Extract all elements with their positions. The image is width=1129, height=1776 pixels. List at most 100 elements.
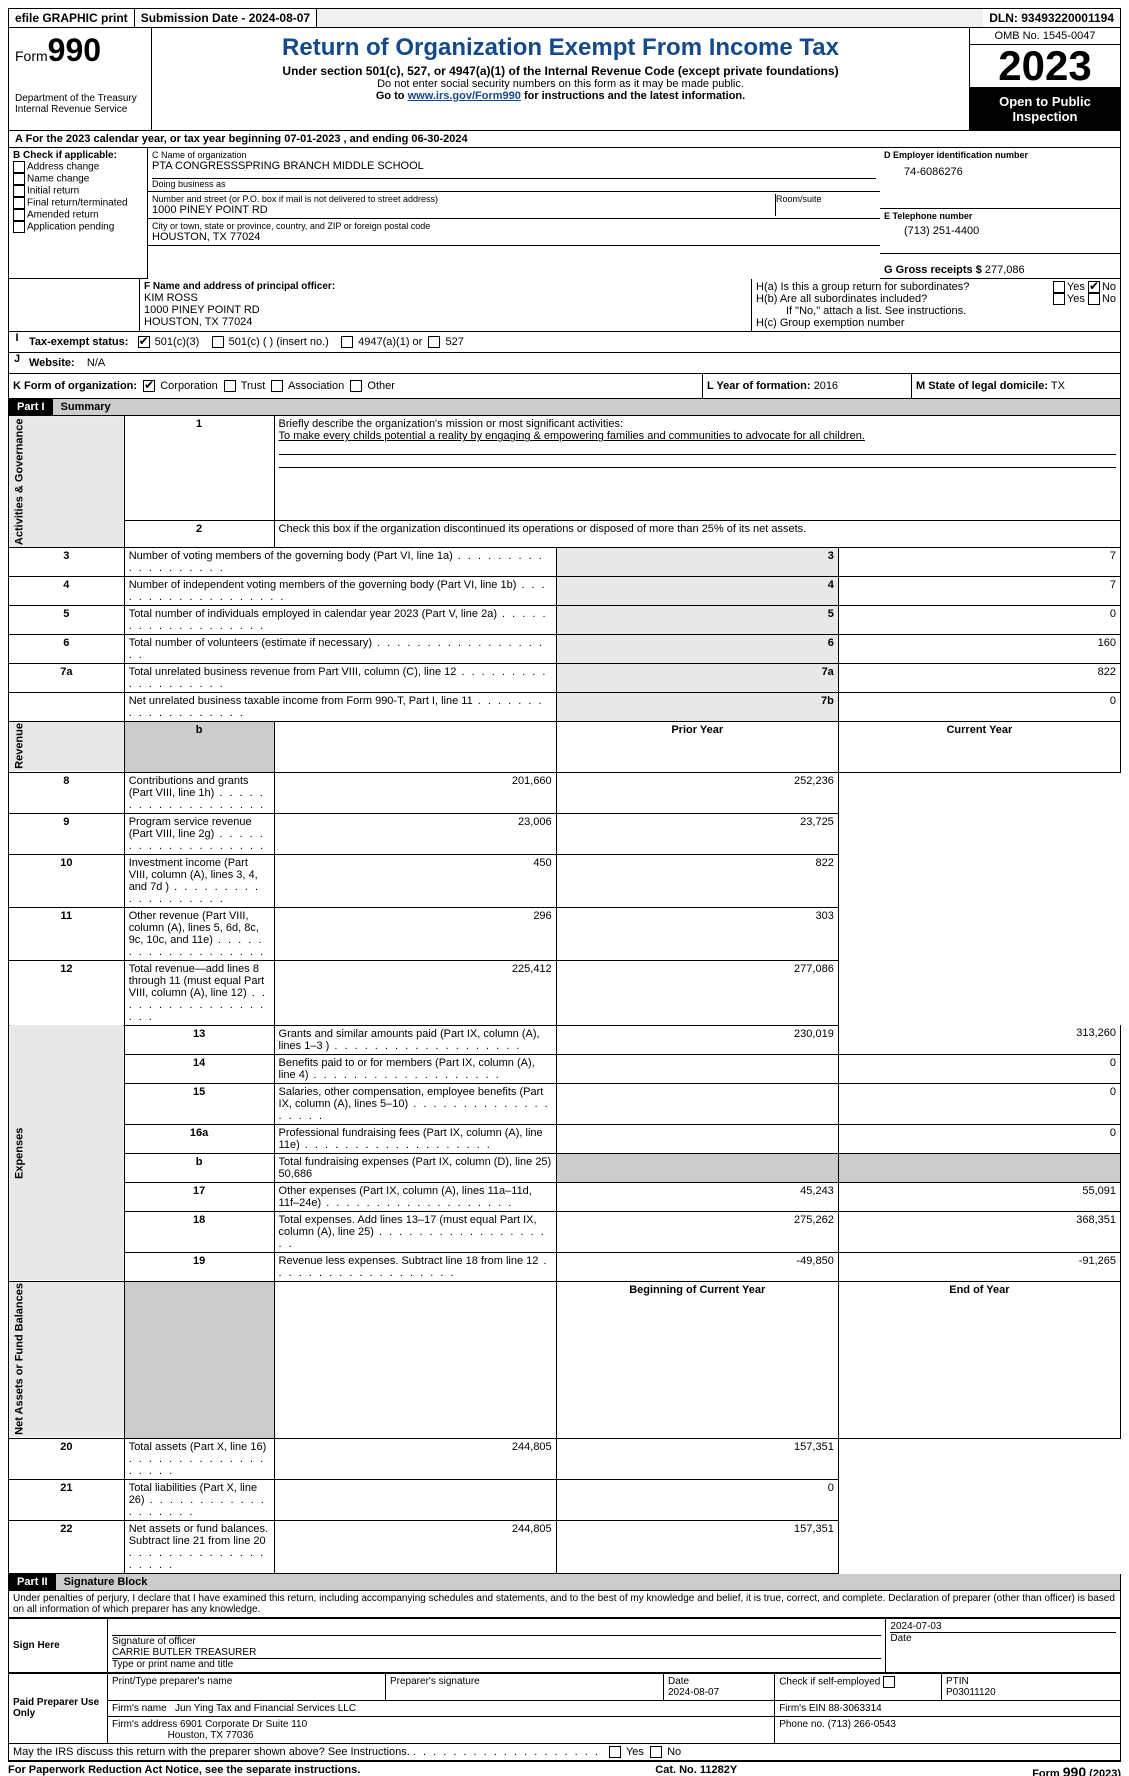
city-lbl: City or town, state or province, country… [152,221,876,231]
fnv: Jun Ying Tax and Financial Services LLC [175,1703,356,1714]
ln: b [124,721,274,772]
plbl: PTIN [946,1676,969,1687]
period-a: A For the 2023 calendar year, or tax yea… [8,131,1121,148]
hb-yn: Yes No [1053,293,1116,305]
ln: 5 [9,605,125,634]
sig-lbl: Signature of officer [112,1636,881,1647]
dln-label: DLN: 93493220001194 [983,9,1120,27]
summary-row: 3 Number of voting members of the govern… [9,547,1121,576]
row-2: 2 Check this box if the organization dis… [9,521,1121,548]
discuss-no[interactable] [650,1746,662,1758]
chk-501c[interactable] [212,336,224,348]
discuss-text: May the IRS discuss this return with the… [13,1746,410,1758]
f-name: KIM ROSS [144,292,747,304]
b-title: B Check if applicable: [13,150,143,161]
chk-assoc[interactable] [271,380,283,392]
ln: 17 [124,1182,274,1211]
g-lbl: G Gross receipts $ [884,264,982,276]
summary-row: 20 Total assets (Part X, line 16) 244,80… [9,1438,1121,1479]
b-item[interactable]: Amended return [13,209,143,221]
f-h-row: F Name and address of principal officer:… [8,279,1121,332]
f-street: 1000 PINEY POINT RD [144,304,747,316]
desc: Total assets (Part X, line 16) [124,1438,274,1479]
prior [274,1479,556,1520]
b-item[interactable]: Name change [13,173,143,185]
desc: Revenue less expenses. Subtract line 18 … [274,1252,556,1281]
i-lbl: Tax-exempt status: [29,336,128,348]
chk-trust[interactable] [224,380,236,392]
summary-row: 4 Number of independent voting members o… [9,576,1121,605]
box-m: M State of legal domicile: TX [911,374,1121,399]
desc: Other expenses (Part IX, column (A), lin… [274,1182,556,1211]
ln [124,1281,274,1438]
desc: Total unrelated business revenue from Pa… [124,663,556,692]
chk-other[interactable] [350,380,362,392]
summary-row: 11 Other revenue (Part VIII, column (A),… [9,907,1121,960]
l2-cell: Check this box if the organization disco… [274,521,1120,548]
box-h: H(a) Is this a group return for subordin… [752,279,1121,332]
m-lbl: M State of legal domicile: [916,380,1048,392]
ln: 6 [9,634,125,663]
paid-title: Paid Preparer Use Only [9,1673,108,1743]
city-val: HOUSTON, TX 77024 [152,231,876,243]
sign-date-val: 2024-07-03 [890,1621,1116,1632]
o3: 4947(a)(1) or [358,336,422,348]
phone-box: E Telephone number (713) 251-4400 [880,209,1120,254]
ln: 14 [124,1054,274,1083]
fal: Firm's address [112,1719,177,1730]
curr: 157,351 [556,1438,838,1479]
desc: Total revenue—add lines 8 through 11 (mu… [124,960,274,1025]
curr: 277,086 [556,960,838,1025]
form-subtitle: Under section 501(c), 527, or 4947(a)(1)… [158,64,963,78]
col-c: C Name of organization PTA CONGRESSSPRIN… [148,148,880,279]
ko4: Other [367,380,395,392]
b-item[interactable]: Final return/terminated [13,197,143,209]
i-letter: I [8,332,25,353]
blank [274,721,556,772]
chk-501c3[interactable] [138,336,150,348]
ha-lbl: H(a) Is this a group return for subordin… [756,281,1053,293]
f-lbl: F Name and address of principal officer: [144,281,747,292]
efile-label[interactable]: efile GRAPHIC print [9,9,135,27]
curr: 313,260 [838,1025,1120,1054]
chk-527[interactable] [428,336,440,348]
form990-link[interactable]: www.irs.gov/Form990 [408,90,521,102]
m-val: TX [1051,380,1065,392]
ln: 16a [124,1124,274,1153]
ln: 9 [9,813,125,854]
prior [556,1153,838,1182]
b-item[interactable]: Initial return [13,185,143,197]
val: 7 [838,576,1120,605]
chk-4947[interactable] [341,336,353,348]
curr: 0 [838,1124,1120,1153]
b-item[interactable]: Application pending [13,221,143,233]
ln: 21 [9,1479,125,1520]
chk-corp[interactable] [143,380,155,392]
e-val: (713) 251-4400 [884,221,1116,237]
ln: 4 [9,576,125,605]
ssn-note: Do not enter social security numbers on … [158,78,963,90]
part2-header: Part II Signature Block [8,1574,1121,1591]
fa1: 6901 Corporate Dr Suite 110 [180,1719,307,1730]
curr: 23,725 [556,813,838,854]
gross-box: G Gross receipts $ 277,086 [880,254,1120,279]
fev: 88-3063314 [828,1703,881,1714]
street-val: 1000 PINEY POINT RD [152,204,775,216]
ln: 12 [9,960,125,1025]
curr: 303 [556,907,838,960]
j-lbl: Website: [29,357,75,369]
discuss-yes[interactable] [609,1746,621,1758]
fel: Firm's EIN [779,1703,825,1714]
yes: Yes [1067,293,1085,305]
curr: -91,265 [838,1252,1120,1281]
l1-cell: Briefly describe the organization's miss… [274,416,1120,520]
desc: Salaries, other compensation, employee b… [274,1083,556,1124]
summary-row: 14 Benefits paid to or for members (Part… [9,1054,1121,1083]
summary-row: 12 Total revenue—add lines 8 through 11 … [9,960,1121,1025]
prior [556,1124,838,1153]
spacer [317,16,329,20]
ln: 11 [9,907,125,960]
b-item[interactable]: Address change [13,161,143,173]
d-lbl: D Employer identification number [884,150,1116,160]
ln: 15 [124,1083,274,1124]
